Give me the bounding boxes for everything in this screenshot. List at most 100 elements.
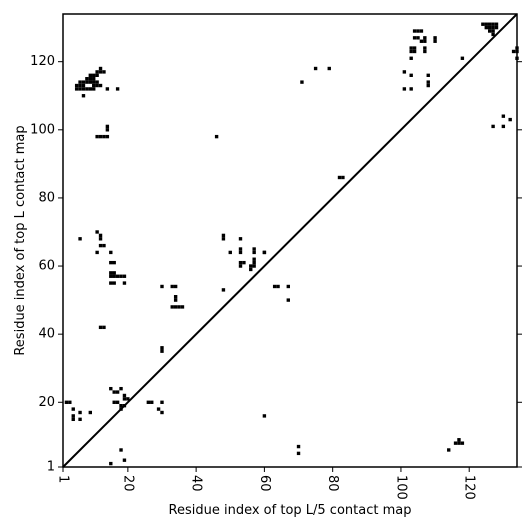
contact-point	[160, 349, 164, 353]
contact-point	[484, 25, 488, 30]
contact-point	[95, 250, 99, 255]
y-tick-label: 100	[30, 122, 55, 137]
contact-points	[64, 22, 519, 466]
contact-point	[423, 49, 427, 54]
contact-point	[221, 233, 226, 238]
contact-point	[238, 247, 243, 251]
x-tick-label: 40	[189, 475, 204, 492]
contact-point	[180, 305, 185, 309]
contact-point	[74, 83, 79, 88]
contact-point	[238, 250, 243, 255]
contact-point	[102, 70, 106, 74]
contact-point	[81, 94, 86, 98]
contact-point	[88, 87, 92, 91]
contact-point	[88, 80, 92, 84]
diagonal-line	[62, 13, 518, 468]
contact-point	[88, 73, 92, 77]
contact-point	[296, 444, 301, 449]
contact-point	[122, 274, 127, 278]
contact-point	[238, 264, 243, 268]
contact-point	[78, 83, 82, 88]
contact-point	[457, 438, 461, 442]
contact-point	[122, 397, 127, 401]
contact-point	[419, 39, 424, 43]
contact-point	[249, 267, 253, 272]
contact-point	[98, 70, 103, 74]
contact-point	[460, 441, 465, 445]
contact-point	[409, 56, 413, 60]
contact-point	[170, 305, 174, 309]
contact-point	[112, 281, 116, 285]
x-tick-label: 80	[325, 475, 340, 492]
contact-point	[327, 66, 331, 71]
contact-point	[85, 87, 89, 91]
contact-point	[95, 70, 99, 74]
x-tick-label: 100	[393, 475, 408, 500]
contact-point	[238, 237, 243, 241]
contact-point	[447, 448, 451, 452]
contact-point	[426, 83, 430, 88]
contact-point	[300, 80, 304, 84]
contact-point	[95, 83, 99, 88]
contact-point	[119, 404, 123, 408]
contact-point	[109, 260, 113, 265]
contact-point	[252, 260, 256, 265]
contact-point	[112, 271, 116, 275]
contact-point	[409, 87, 413, 91]
contact-point	[242, 260, 246, 265]
x-tick-label: 120	[462, 475, 477, 500]
contact-point	[228, 250, 232, 255]
contact-point	[81, 80, 86, 84]
contact-point	[78, 417, 82, 422]
y-axis-label: Residue index of top L contact map	[13, 125, 28, 355]
contact-point	[276, 284, 280, 289]
contact-point	[170, 284, 174, 289]
contact-point	[119, 274, 123, 278]
contact-point	[95, 73, 99, 77]
contact-point	[494, 25, 499, 30]
contact-point	[109, 250, 113, 255]
contact-point	[484, 22, 488, 26]
contact-point	[419, 29, 424, 33]
contact-point	[488, 29, 492, 33]
contact-point	[102, 243, 106, 248]
contact-point	[122, 404, 127, 408]
contact-point	[160, 284, 164, 289]
contact-point	[92, 77, 96, 81]
contact-point	[78, 87, 82, 91]
contact-point	[481, 22, 485, 26]
x-axis-ticks: 1 20 40 60 80 100 120	[56, 467, 477, 500]
contact-point	[98, 66, 103, 71]
contact-point	[423, 39, 427, 43]
contact-point	[150, 400, 154, 404]
contact-point	[412, 36, 417, 40]
contact-point	[156, 407, 161, 411]
contact-point	[109, 461, 113, 466]
contact-point	[115, 390, 120, 394]
contact-point	[95, 80, 99, 84]
contact-point	[262, 414, 267, 418]
contact-point	[119, 448, 123, 452]
contact-point	[122, 281, 127, 285]
contact-point	[122, 393, 127, 398]
contact-point	[337, 175, 342, 180]
contact-point	[92, 80, 96, 84]
y-tick-label: 60	[38, 259, 55, 274]
contact-point	[112, 390, 116, 394]
contact-point	[126, 397, 130, 401]
contact-point	[412, 46, 417, 50]
contact-point	[173, 298, 178, 302]
contact-point	[488, 22, 492, 26]
contact-point	[460, 56, 465, 60]
contact-point	[313, 66, 318, 71]
contact-point	[92, 87, 96, 91]
contact-point	[81, 87, 86, 91]
contact-point	[119, 407, 123, 411]
contact-point	[238, 260, 243, 265]
contact-point	[501, 124, 506, 129]
contact-point	[88, 410, 92, 415]
contact-point	[402, 70, 407, 74]
contact-point	[109, 271, 113, 275]
contact-point	[272, 284, 277, 289]
